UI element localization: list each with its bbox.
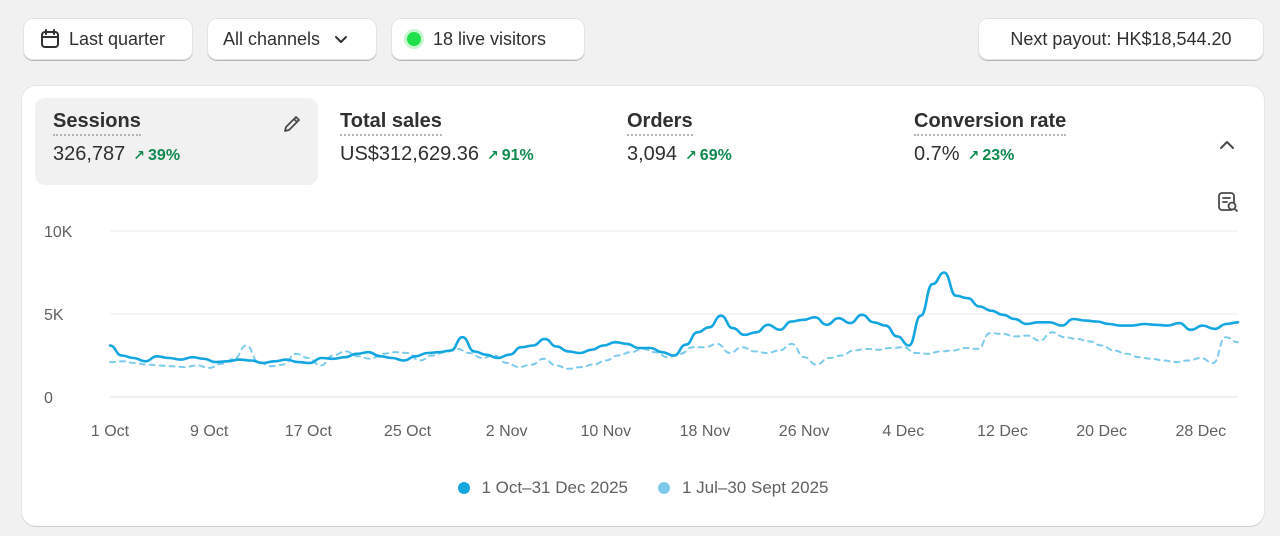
x-tick-label: 20 Dec — [1076, 423, 1127, 440]
arrow-up-right-icon: ↗ — [685, 147, 697, 163]
metric-change: ↗ 91% — [487, 147, 534, 164]
date-range-button[interactable]: Last quarter — [23, 18, 193, 60]
pencil-icon[interactable] — [280, 112, 304, 136]
legend-previous-label: 1 Jul–30 Sept 2025 — [681, 478, 829, 497]
sessions-line-chart: 0 5K 10K 1 Oct 9 Oct 17 Oct 25 Oct 2 Nov 10 Nov 1… — [44, 224, 1240, 440]
arrow-up-right-icon: ↗ — [133, 147, 146, 163]
metric-tab-conversion-rate[interactable]: Conversion rate 0.7% ↗ 23% — [896, 98, 1179, 185]
channels-label: All channels — [223, 28, 321, 49]
metric-title: Total sales — [340, 110, 442, 136]
metric-value: US$312,629.36 — [340, 143, 480, 165]
channels-dropdown[interactable]: All channels — [207, 18, 377, 60]
x-tick-label: 25 Oct — [384, 423, 432, 440]
metric-change: ↗ 39% — [133, 147, 181, 164]
x-tick-label: 18 Nov — [680, 423, 731, 440]
series-line-current — [108, 271, 1240, 365]
live-visitors-button[interactable]: 18 live visitors — [391, 18, 585, 60]
x-tick-label: 4 Dec — [882, 423, 924, 440]
live-visitors-label: 18 live visitors — [433, 28, 547, 49]
next-payout-button[interactable]: Next payout: HK$18,544.20 — [978, 18, 1264, 60]
metric-tab-orders[interactable]: Orders 3,094 ↗ 69% — [609, 98, 892, 185]
y-tick-label: 0 — [44, 390, 53, 407]
metric-tab-total-sales[interactable]: Total sales US$312,629.36 ↗ 91% — [322, 98, 605, 185]
live-status-icon — [407, 32, 421, 46]
metric-change: ↗ 23% — [967, 147, 1015, 164]
metric-change: ↗ 69% — [685, 147, 732, 164]
x-tick-label: 17 Oct — [285, 423, 333, 440]
x-tick-label: 26 Nov — [779, 423, 830, 440]
metric-tab-sessions[interactable]: Sessions 326,787 ↗ 39% — [35, 98, 318, 185]
x-tick-label: 10 Nov — [580, 423, 631, 440]
x-tick-label: 9 Oct — [190, 423, 229, 440]
metric-title: Orders — [627, 110, 693, 136]
metric-value: 0.7% — [914, 143, 960, 165]
arrow-up-right-icon: ↗ — [967, 147, 980, 163]
metric-title: Conversion rate — [914, 110, 1067, 136]
metric-value: 3,094 — [627, 143, 678, 165]
legend-item-previous[interactable]: 1 Jul–30 Sept 2025 — [657, 478, 829, 498]
legend-current-label: 1 Oct–31 Dec 2025 — [481, 478, 628, 497]
x-tick-label: 2 Nov — [486, 423, 528, 440]
chevron-down-icon — [335, 36, 348, 43]
y-tick-label: 5K — [44, 307, 64, 324]
metric-value: 326,787 — [53, 143, 126, 165]
calendar-icon — [41, 29, 59, 48]
next-payout-label: Next payout: HK$18,544.20 — [1010, 28, 1232, 49]
legend-current-dot — [457, 482, 470, 494]
metric-title: Sessions — [53, 110, 141, 136]
chart-legend: 1 Oct–31 Dec 2025 1 Jul–30 Sept 2025 — [22, 478, 1264, 498]
x-tick-label: 1 Oct — [91, 423, 130, 440]
x-tick-label: 12 Dec — [977, 423, 1028, 440]
date-range-label: Last quarter — [69, 28, 166, 49]
legend-previous-dot — [657, 482, 670, 494]
series-line-previous — [109, 331, 1239, 370]
analytics-card: Sessions 326,787 ↗ 39% Total sales US$312… — [22, 86, 1264, 526]
y-tick-label: 10K — [44, 224, 73, 241]
arrow-up-right-icon: ↗ — [487, 147, 499, 163]
chevron-up-icon[interactable] — [1216, 134, 1238, 156]
view-report-icon[interactable] — [1216, 190, 1240, 214]
legend-item-current[interactable]: 1 Oct–31 Dec 2025 — [457, 478, 628, 498]
x-tick-label: 28 Dec — [1175, 423, 1226, 440]
